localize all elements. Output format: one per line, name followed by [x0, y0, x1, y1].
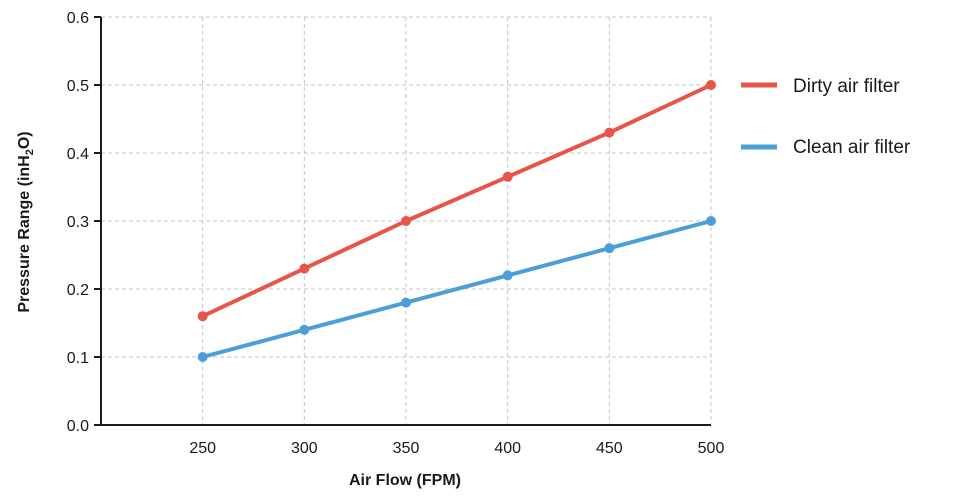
data-point-clean	[197, 352, 208, 362]
data-point-dirty	[197, 311, 208, 322]
y-tick-label: 0.0	[67, 418, 89, 435]
y-axis-title: Pressure Range (inH2O)	[16, 131, 36, 312]
ticks: 0.0 0.1 0.2 0.3 0.4 0.5 0.6 250 300 350 400 450 500	[67, 10, 725, 457]
data-point-clean	[502, 270, 513, 281]
series-group	[197, 80, 716, 362]
y-tick-label: 0.3	[67, 214, 89, 231]
y-axis-title-end: O)	[16, 131, 33, 149]
data-point-clean	[706, 216, 716, 226]
x-tick-label: 400	[494, 440, 521, 457]
data-point-clean	[299, 324, 310, 335]
legend-label-dirty: Dirty air filter	[793, 76, 900, 97]
data-point-dirty	[604, 127, 615, 138]
data-point-clean	[401, 297, 411, 308]
series-line-dirty	[200, 83, 713, 319]
y-tick-label: 0.5	[67, 78, 89, 95]
y-tick-label: 0.4	[67, 146, 89, 163]
y-axis-title-main: Pressure Range (inH	[16, 155, 33, 312]
data-point-clean	[604, 243, 615, 254]
x-tick-label: 250	[189, 440, 216, 457]
x-axis-title: Air Flow (FPM)	[349, 472, 461, 489]
x-tick-label: 500	[698, 440, 725, 457]
legend-label-clean: Clean air filter	[793, 137, 911, 158]
data-point-dirty	[502, 171, 513, 182]
y-tick-label: 0.1	[67, 350, 89, 367]
legend: Dirty air filter Clean air filter	[741, 76, 911, 158]
y-tick-label: 0.6	[67, 10, 89, 27]
data-point-dirty	[401, 216, 411, 226]
data-point-dirty	[706, 80, 716, 90]
x-tick-label: 300	[291, 440, 318, 457]
x-tick-label: 350	[393, 440, 420, 457]
y-axis-title-subscript: 2	[24, 149, 36, 155]
series-line-clean	[200, 219, 713, 359]
x-tick-label: 450	[596, 440, 623, 457]
y-tick-label: 0.2	[67, 282, 89, 299]
data-point-dirty	[299, 263, 310, 274]
